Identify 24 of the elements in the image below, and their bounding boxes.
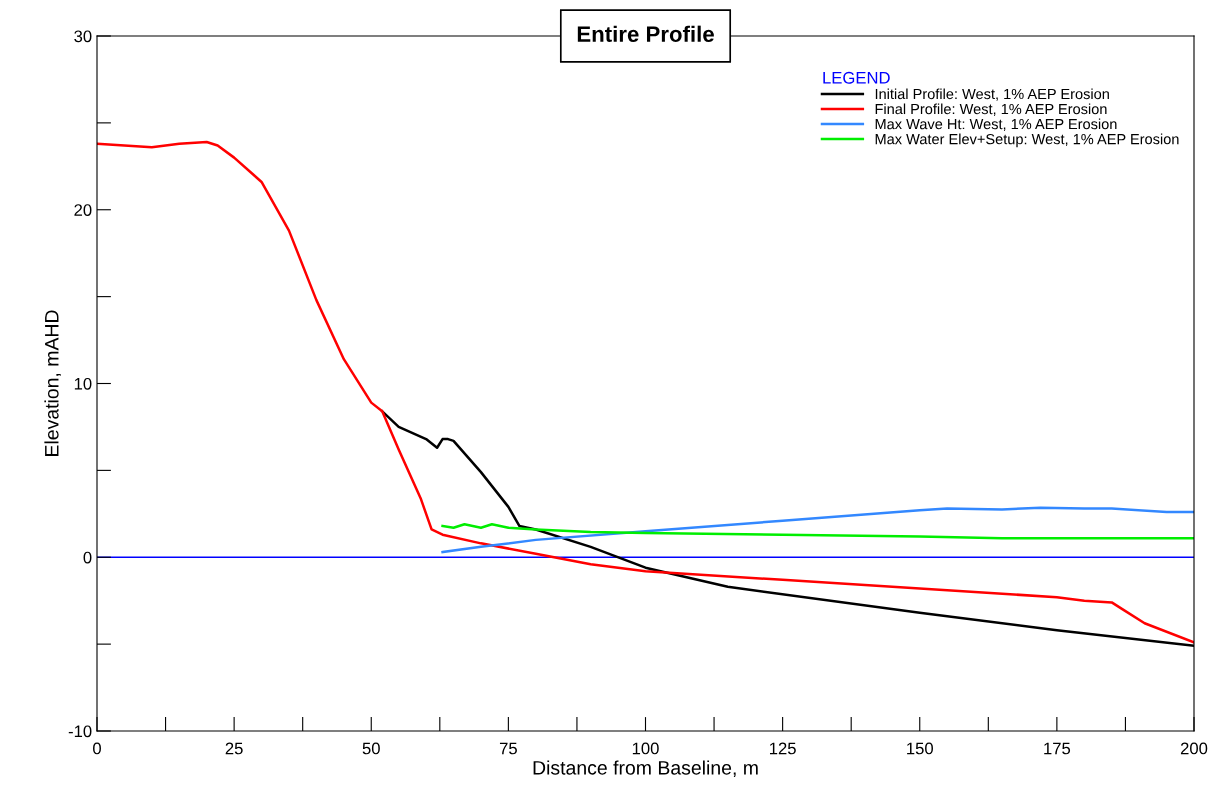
- x-tick-label: 0: [93, 742, 101, 755]
- x-tick-label: 50: [362, 742, 380, 755]
- x-tick-label: 25: [225, 742, 243, 755]
- legend-label: Initial Profile: West, 1% AEP Erosion: [875, 88, 1109, 101]
- legend-title: LEGEND: [823, 71, 890, 84]
- line-series: [441, 522, 1194, 540]
- x-tick-label: 175: [1044, 742, 1071, 755]
- x-tick-label: 100: [632, 742, 659, 755]
- y-tick-label: 30: [74, 30, 92, 43]
- y-tick-label: -10: [68, 725, 92, 738]
- x-tick-label: 150: [907, 742, 933, 755]
- x-tick-label: 200: [1180, 742, 1208, 755]
- y-tick-label: 0: [83, 551, 92, 564]
- x-tick-label: 75: [499, 742, 517, 755]
- y-axis-title: Elevation, mAHD: [44, 310, 61, 456]
- legend-label: Max Water Elev+Setup: West, 1% AEP Erosion: [875, 133, 1179, 148]
- legend-label: Max Wave Ht: West, 1% AEP Erosion: [875, 118, 1117, 131]
- x-tick-label: 125: [769, 742, 796, 755]
- line-series: [441, 506, 1194, 554]
- x-axis-title: Distance from Baseline, m: [533, 760, 758, 777]
- chart-title: Entire Profile: [577, 25, 714, 42]
- legend-label: Final Profile: West, 1% AEP Erosion: [875, 103, 1107, 116]
- y-tick-label: 10: [74, 377, 92, 390]
- y-tick-label: 20: [74, 204, 92, 216]
